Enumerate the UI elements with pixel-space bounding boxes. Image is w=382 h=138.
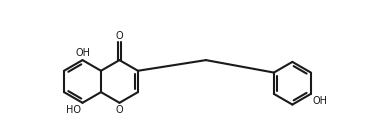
Text: OH: OH <box>75 48 90 58</box>
Text: HO: HO <box>66 105 81 115</box>
Text: OH: OH <box>312 96 328 106</box>
Text: O: O <box>116 30 123 41</box>
Text: O: O <box>116 105 123 115</box>
